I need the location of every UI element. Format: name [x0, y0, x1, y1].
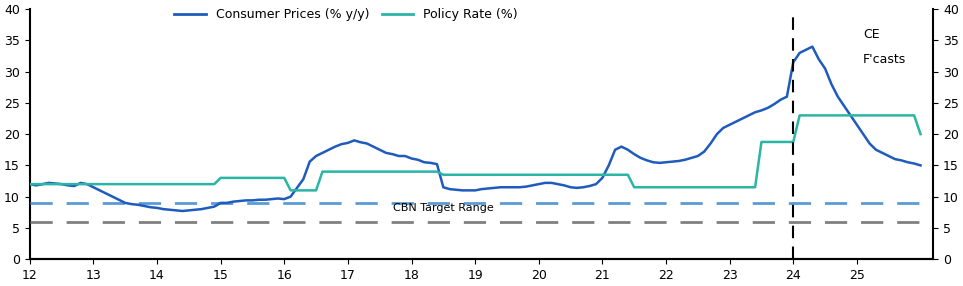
Text: CBN Target Range: CBN Target Range [393, 204, 494, 213]
Legend: Consumer Prices (% y/y), Policy Rate (%): Consumer Prices (% y/y), Policy Rate (%) [169, 3, 523, 26]
Text: F'casts: F'casts [863, 53, 906, 66]
Text: CE: CE [863, 28, 880, 41]
